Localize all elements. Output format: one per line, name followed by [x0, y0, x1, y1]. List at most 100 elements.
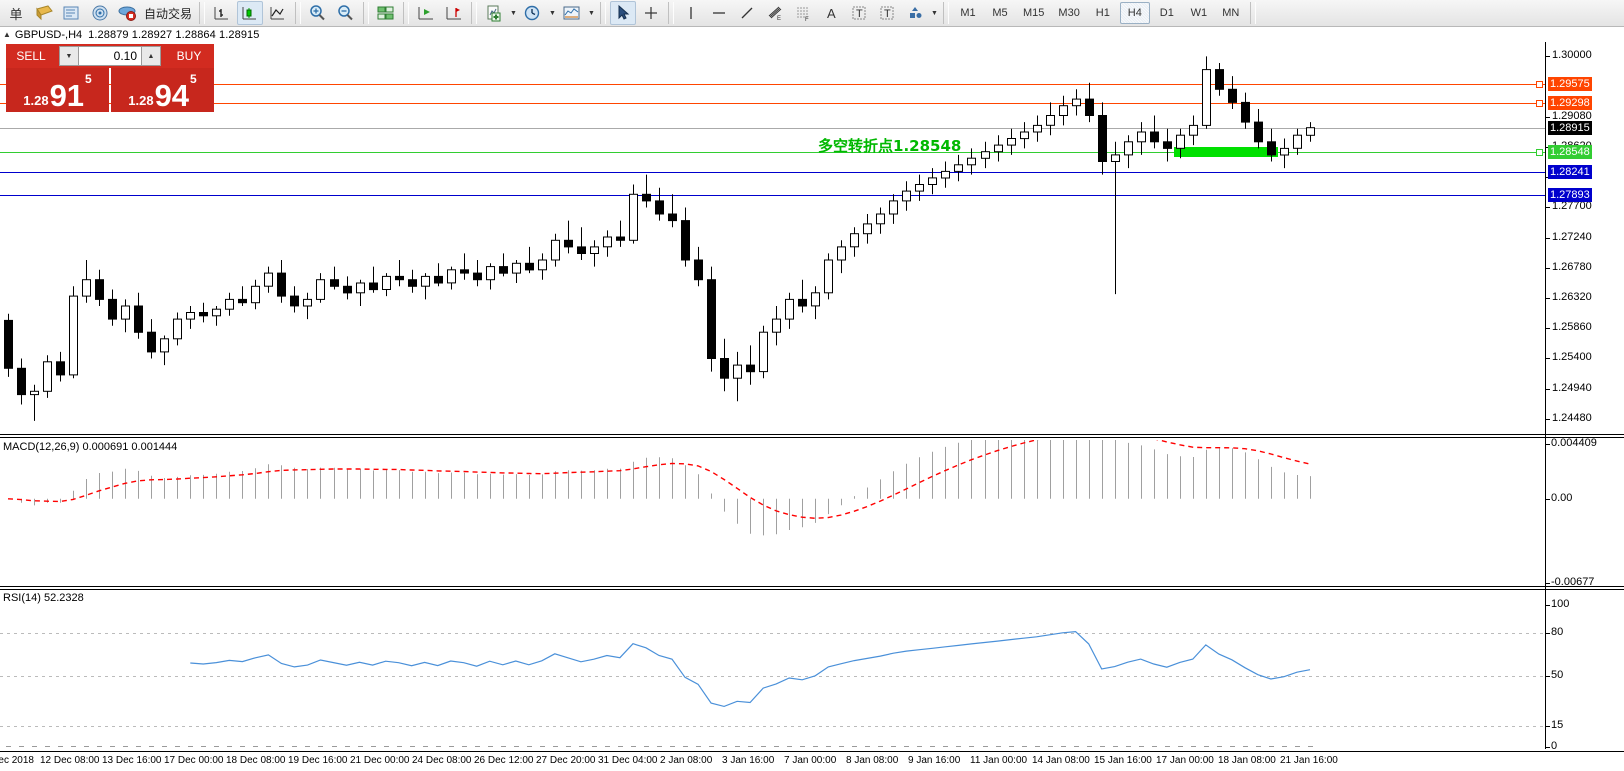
timeframe-d1[interactable]: D1	[1159, 7, 1174, 19]
macd-tick	[1546, 444, 1550, 445]
timeframe-m5[interactable]: M5	[992, 7, 1008, 19]
cursor-icon[interactable]	[610, 1, 637, 25]
period-icon[interactable]	[520, 1, 546, 25]
price-tick-label: 1.27700	[1552, 200, 1592, 212]
pane-separator	[0, 434, 1624, 435]
level-line[interactable]	[0, 195, 1545, 196]
volume-dropdown-icon[interactable]: ▼	[59, 46, 79, 66]
fibonacci-icon[interactable]: F	[790, 1, 816, 25]
timeframe-m1[interactable]: M1	[960, 7, 976, 19]
time-tick	[201, 746, 206, 747]
new-order-icon[interactable]: 单	[9, 7, 23, 23]
text-label-icon[interactable]: T	[846, 1, 872, 25]
timeframe-w1[interactable]: W1	[1190, 7, 1208, 19]
news-icon[interactable]	[59, 1, 85, 25]
autotrading-label[interactable]: 自动交易	[144, 6, 193, 21]
time-axis-label: 13 Dec 16:00	[102, 755, 162, 766]
macd-title: MACD(12,26,9) 0.000691 0.001444	[3, 441, 178, 453]
time-tick	[240, 746, 245, 747]
time-tick	[1022, 746, 1027, 747]
time-tick	[488, 746, 493, 747]
volume-stepper: ▼ 0.10 ▲	[56, 44, 164, 68]
timeframe-m30[interactable]: M30	[1058, 7, 1080, 19]
text-icon[interactable]: A	[818, 1, 844, 25]
time-tick	[956, 746, 961, 747]
price-label-level-line: 1.28241	[1548, 165, 1592, 179]
shapes-icon[interactable]	[902, 1, 928, 25]
zoom-in-icon[interactable]	[305, 1, 331, 25]
zoom-out-icon[interactable]	[333, 1, 359, 25]
time-tick	[514, 746, 519, 747]
level-line[interactable]	[0, 84, 1545, 85]
chevron-down-icon[interactable]: ▼	[588, 10, 595, 17]
timeframe-h4[interactable]: H4	[1119, 2, 1150, 24]
time-tick	[553, 746, 558, 747]
add-indicator-icon[interactable]	[481, 1, 507, 25]
candlestick-series	[4, 56, 1315, 421]
sell-button[interactable]: SELL	[6, 44, 56, 68]
time-tick	[305, 746, 310, 747]
market-icon[interactable]	[115, 1, 141, 25]
support-zone-rect[interactable]	[1174, 147, 1278, 157]
rsi-level-line	[0, 726, 1545, 727]
tile-windows-icon[interactable]	[373, 1, 399, 25]
time-tick	[566, 746, 571, 747]
level-line[interactable]	[0, 152, 1545, 153]
time-tick	[579, 746, 584, 747]
price-tick-label: 1.27240	[1552, 231, 1592, 243]
collapse-icon[interactable]: ▲	[3, 30, 11, 39]
line-chart-icon[interactable]	[265, 1, 291, 25]
price-axis-line	[1545, 42, 1546, 749]
timeframe-mn[interactable]: MN	[1222, 7, 1240, 19]
bar-chart-icon[interactable]	[209, 1, 235, 25]
toolbar-separator	[363, 2, 370, 24]
trendline-icon[interactable]	[734, 1, 760, 25]
toolbar-separator	[600, 2, 607, 24]
price-tick	[1546, 328, 1550, 329]
signals-icon[interactable]	[87, 1, 113, 25]
auto-scroll-icon[interactable]	[441, 1, 467, 25]
time-axis-ticks	[0, 744, 1545, 750]
buy-button[interactable]: BUY	[164, 44, 214, 68]
time-tick	[969, 746, 974, 747]
candlestick-chart-icon[interactable]	[237, 1, 264, 25]
rsi-tick	[1546, 676, 1550, 677]
time-tick	[1204, 746, 1209, 747]
svg-text:A: A	[827, 6, 836, 21]
vertical-line-icon[interactable]	[678, 1, 704, 25]
time-tick	[436, 746, 441, 747]
time-tick	[592, 746, 597, 747]
time-tick	[670, 746, 675, 747]
wallet-icon[interactable]	[31, 1, 57, 25]
volume-input[interactable]: 0.10	[79, 46, 141, 66]
level-line[interactable]	[0, 128, 1545, 129]
chevron-down-icon[interactable]: ▼	[510, 10, 517, 17]
time-tick	[813, 746, 818, 747]
timeframe-m15[interactable]: M15	[1023, 7, 1045, 19]
equidistant-channel-icon[interactable]: E	[762, 1, 788, 25]
text-label-icon[interactable]: T	[874, 1, 900, 25]
horizontal-line-icon[interactable]	[706, 1, 732, 25]
chevron-down-icon[interactable]: ▼	[549, 10, 556, 17]
level-line-handle[interactable]	[1536, 149, 1543, 156]
ohlc-values: 1.28879 1.28927 1.28864 1.28915	[88, 28, 260, 41]
chevron-down-icon[interactable]: ▼	[931, 10, 938, 17]
sell-price-button[interactable]: 1.28 91 5	[6, 68, 109, 112]
level-line-handle[interactable]	[1536, 100, 1543, 107]
time-tick	[1282, 746, 1287, 747]
time-tick	[462, 746, 467, 747]
chart-annotation[interactable]: 多空转折点1.28548	[818, 137, 962, 155]
time-tick	[175, 746, 180, 747]
volume-increase-icon[interactable]: ▲	[141, 46, 161, 66]
buy-price-button[interactable]: 1.28 94 5	[111, 68, 214, 112]
chart-shift-icon[interactable]	[413, 1, 439, 25]
rsi-series	[190, 630, 1311, 708]
level-line[interactable]	[0, 103, 1545, 104]
timeframe-h1[interactable]: H1	[1095, 7, 1110, 19]
level-line-handle[interactable]	[1536, 81, 1543, 88]
crosshair-icon[interactable]	[638, 1, 664, 25]
level-line[interactable]	[0, 172, 1545, 173]
time-tick	[475, 746, 480, 747]
templates-icon[interactable]	[559, 1, 585, 25]
